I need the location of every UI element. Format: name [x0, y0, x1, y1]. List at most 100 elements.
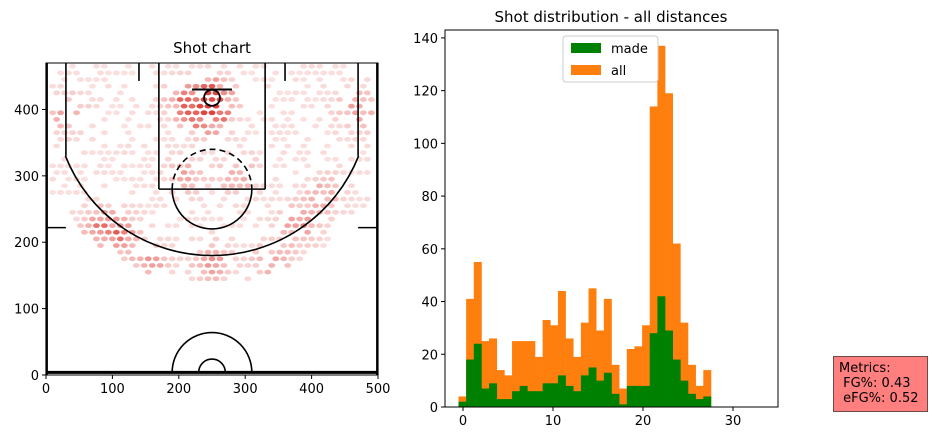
hexbin-cell — [188, 63, 196, 69]
hexbin-cell — [212, 156, 220, 162]
hexbin-cell — [200, 136, 208, 142]
hexbin-cell — [89, 136, 96, 142]
hexbin-cell — [196, 196, 204, 202]
hexbin-cell — [128, 110, 136, 116]
bar-made — [634, 385, 643, 407]
hexbin-cell — [85, 223, 92, 229]
hexbin-cell — [200, 269, 208, 275]
hexbin-cell — [81, 176, 88, 182]
hexbin-cell — [200, 123, 208, 129]
hexbin-cell — [332, 156, 339, 162]
hexbin-cell — [216, 70, 224, 76]
bar-made — [512, 391, 520, 407]
hexbin-cell — [208, 256, 216, 262]
hexbin-cell — [73, 216, 80, 222]
hexbin-cell — [93, 77, 100, 82]
hexbin-cell — [180, 103, 188, 109]
bar-all — [557, 291, 566, 407]
hexbin-cell — [328, 203, 335, 209]
hexbin-cell — [97, 70, 104, 76]
hexbin-cell — [128, 190, 136, 195]
shot-chart-frame — [45, 62, 379, 376]
hexbin-cell — [93, 63, 100, 69]
hexbin-cell — [93, 223, 100, 229]
hexbin-cell — [312, 190, 319, 195]
hexbin-cell — [148, 209, 156, 215]
hexbin-cell — [367, 97, 375, 102]
hexbin-cell — [304, 70, 312, 76]
hexbin-cell — [188, 209, 196, 215]
hexbin-cell — [304, 136, 312, 142]
hexbin-cell — [105, 150, 112, 156]
hexbin-cell — [61, 130, 68, 136]
hexbin-cell — [268, 77, 276, 82]
hexbin-cell — [120, 150, 128, 156]
hexbin-cell — [192, 83, 200, 89]
hexbin-cell — [304, 83, 312, 89]
hexbin-cell — [61, 183, 68, 189]
shot-chart: Shot chart 0 100 200 300 400 500 0 100 200 300 40… — [14, 39, 390, 397]
hexbin-cell — [348, 183, 355, 189]
hexbin-cell — [208, 176, 216, 182]
hexbin-cell — [232, 269, 240, 275]
bar-made — [557, 375, 566, 407]
hexbin-cell — [312, 123, 319, 129]
hexbin-cell — [168, 269, 176, 275]
hexbin-cell — [300, 236, 308, 242]
x-tick-label: 100 — [100, 382, 125, 397]
histogram-bars — [458, 45, 712, 408]
bar-made — [596, 380, 605, 407]
bar-made — [573, 391, 582, 407]
hexbin-cell — [120, 229, 128, 235]
hexbin-cell — [101, 117, 108, 122]
bar-all — [565, 338, 574, 407]
metrics-box: Metrics: FG%: 0.43 eFG%: 0.52 — [833, 356, 928, 412]
y-tick-label: 100 — [413, 137, 438, 152]
hexbin-cell — [348, 209, 355, 215]
hexbin-cell — [252, 183, 260, 189]
hexbin-cell — [89, 216, 96, 222]
hexbin-cell — [112, 110, 120, 116]
hexbin-cell — [192, 136, 200, 142]
hexbin-cell — [128, 70, 136, 76]
hexbin-cell — [120, 70, 128, 76]
hexbin-cell — [336, 136, 343, 142]
hexbin-cell — [232, 163, 240, 169]
hexbin-cell — [324, 183, 331, 189]
hexbin-cell — [280, 110, 288, 116]
hexbin-cell — [332, 209, 339, 215]
legend-label-all: all — [611, 64, 626, 79]
hexbin-cell — [288, 97, 296, 102]
hexbin-cell — [352, 190, 359, 195]
hexbin-cell — [308, 223, 315, 229]
hexbin-cell — [208, 269, 216, 275]
hexbin-cell — [208, 83, 216, 89]
hexbin-cell — [256, 256, 264, 262]
hexbin-cell — [120, 216, 128, 222]
hexbin-cell — [81, 216, 88, 222]
hexbin-cell — [176, 150, 184, 156]
hexbin-cell — [160, 70, 168, 76]
bar-all — [535, 356, 543, 407]
hexbin-cell — [236, 143, 244, 149]
hexbin-cell — [97, 216, 104, 222]
hexbin-cell — [320, 83, 327, 89]
hexbin-cell — [232, 203, 240, 209]
hexbin-cell — [204, 249, 212, 255]
hexbin-cell — [128, 256, 136, 262]
hexbin-cell — [228, 170, 236, 175]
x-tick-label: 300 — [233, 382, 258, 397]
hexbin-cell — [256, 269, 264, 275]
hexbin-cell — [244, 276, 252, 282]
center-circle-inner — [197, 358, 227, 373]
y-tick-label: 400 — [14, 103, 39, 118]
hexbin-cell — [176, 110, 184, 116]
hexbin-cell — [77, 90, 84, 96]
hexbin-cell — [232, 83, 240, 89]
hexbin-cell — [236, 103, 244, 109]
hexbin-cell — [116, 90, 124, 96]
hexbin-cell — [328, 216, 335, 222]
hexbin-cell — [324, 223, 331, 229]
hexbin-cell — [292, 223, 300, 229]
hexbin-cell — [308, 236, 315, 242]
